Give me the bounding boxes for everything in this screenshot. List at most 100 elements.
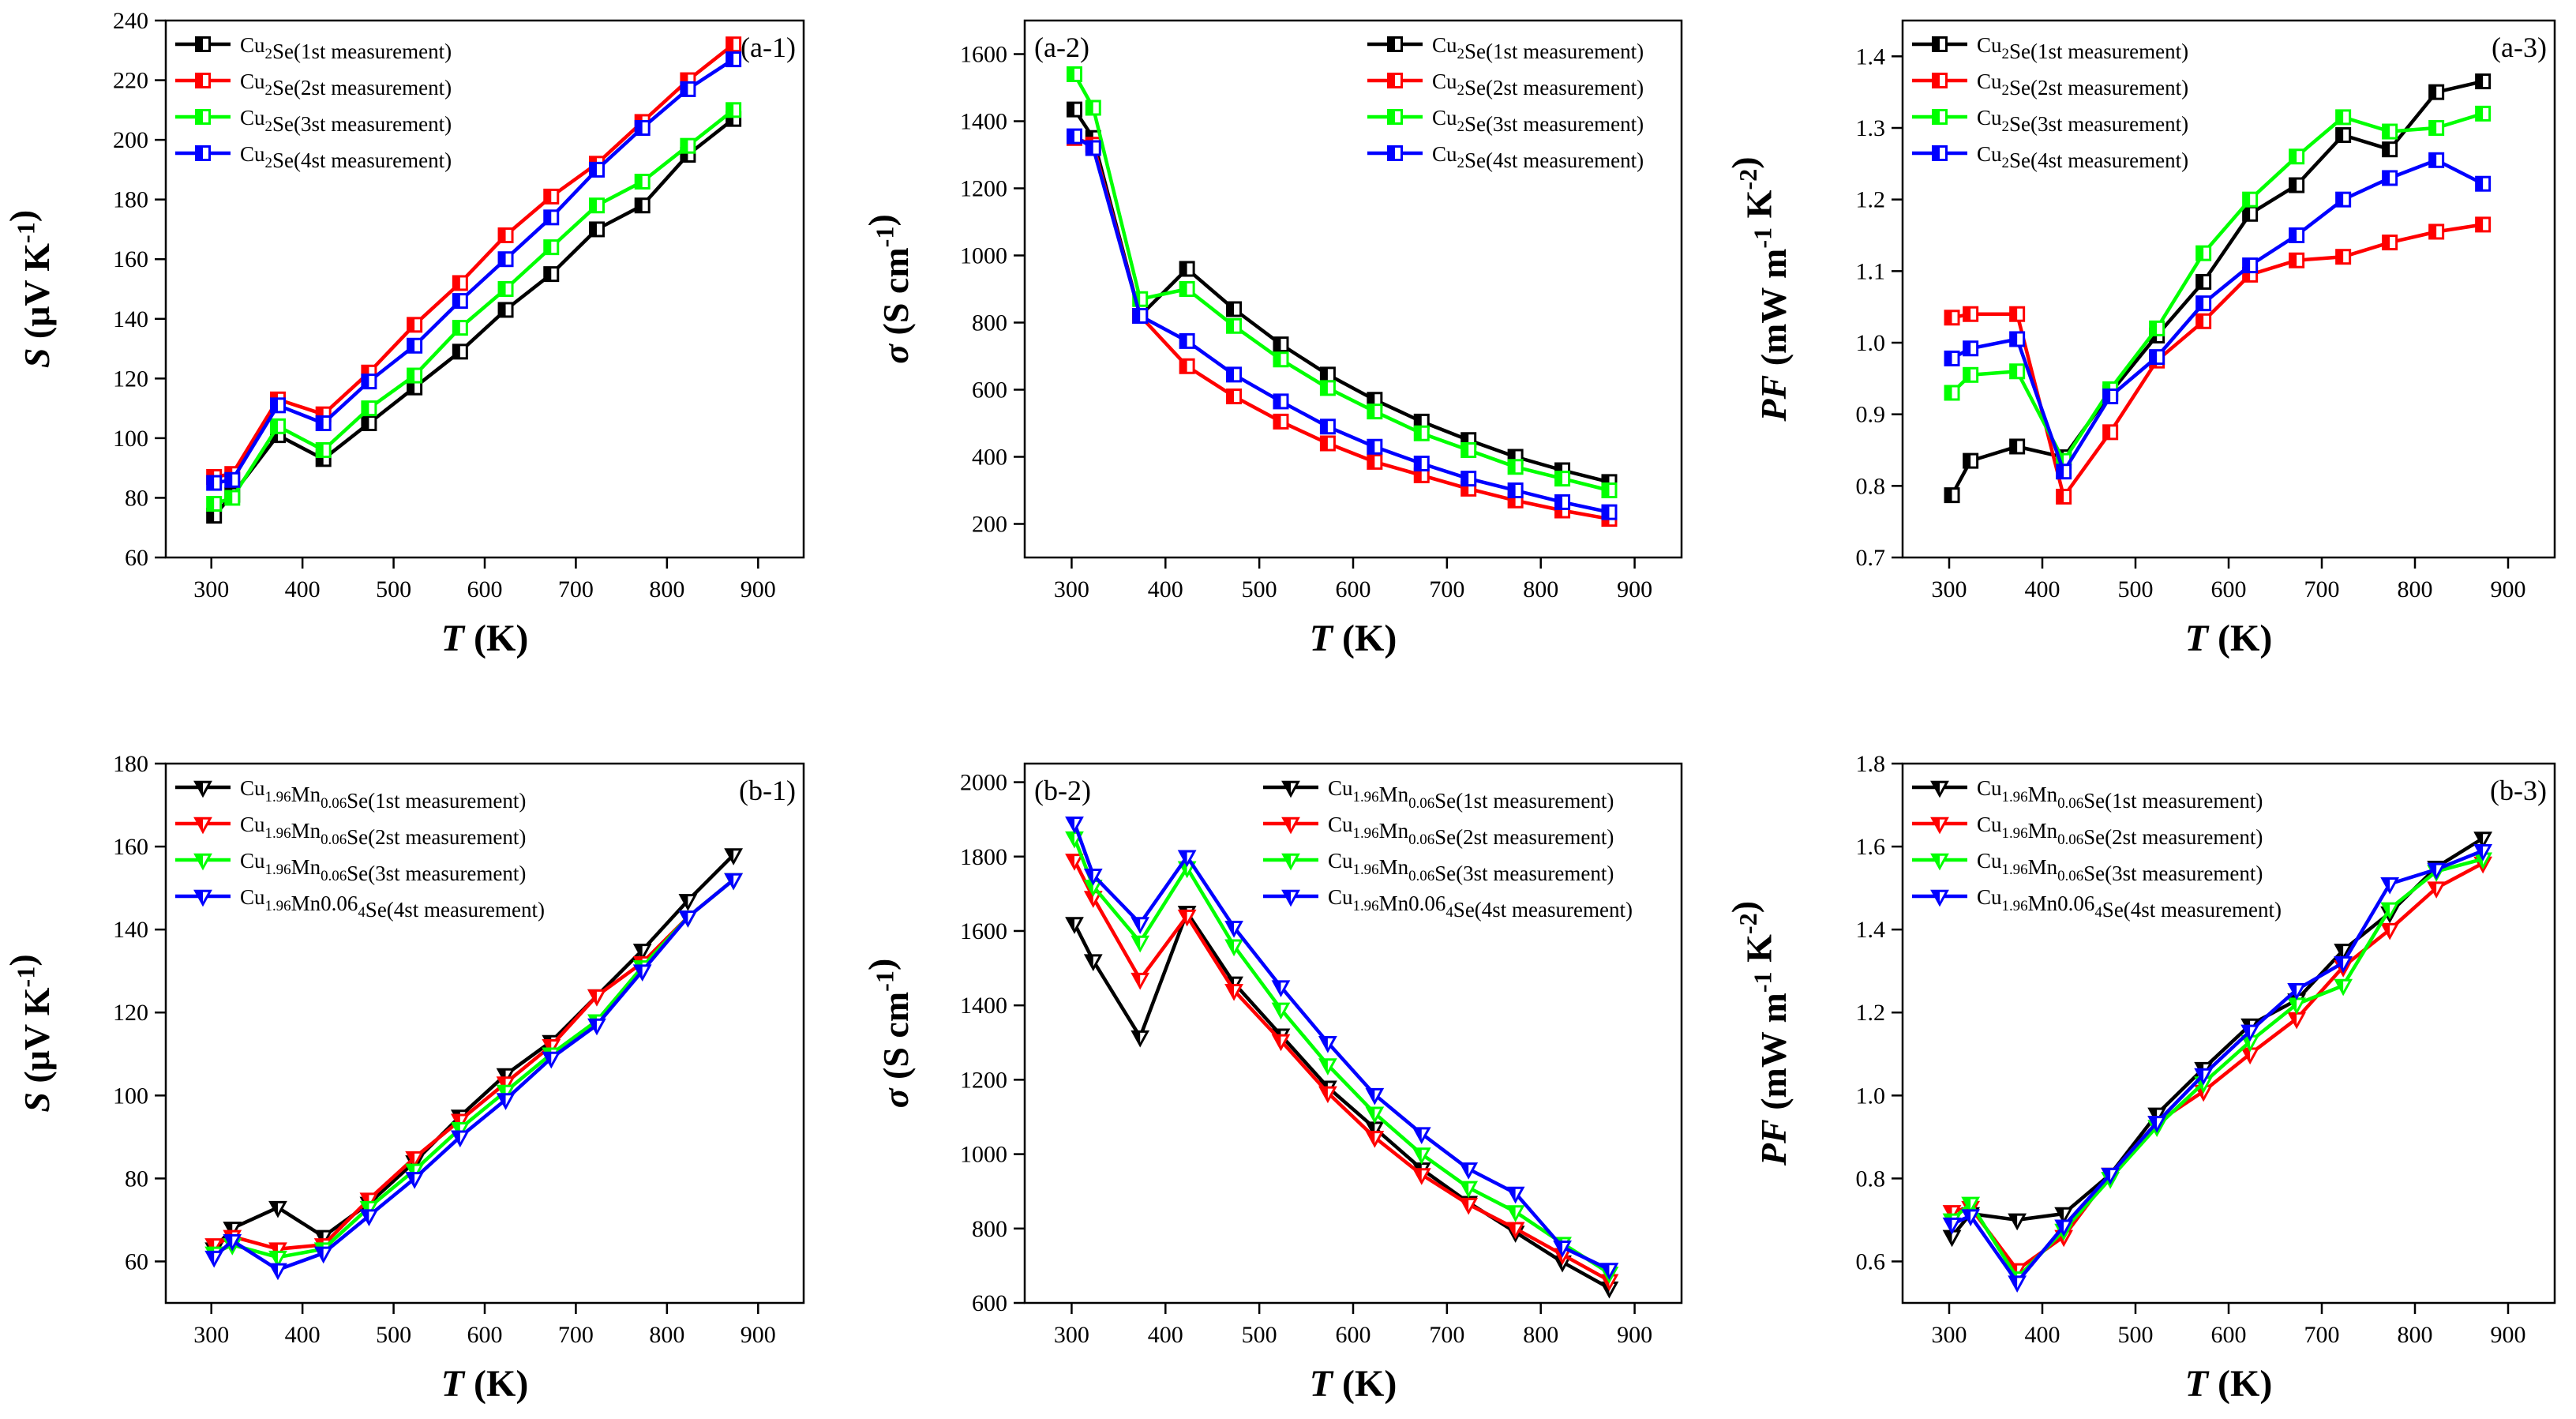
data-point-fill bbox=[2336, 250, 2344, 264]
data-point-fill bbox=[362, 1210, 369, 1224]
y-tick-label: 60 bbox=[125, 545, 148, 571]
y-tick-label: 1800 bbox=[960, 844, 1007, 870]
data-point-fill bbox=[407, 1165, 415, 1179]
data-point-fill bbox=[2383, 142, 2390, 156]
data-point-fill bbox=[2335, 957, 2344, 971]
data-point-fill bbox=[1273, 1035, 1281, 1049]
data-point-fill bbox=[726, 52, 734, 66]
legend-label: Cu2Se(2st measurement) bbox=[1432, 69, 1644, 99]
y-tick-label: 100 bbox=[113, 426, 148, 452]
panel-label: (b-3) bbox=[2490, 775, 2547, 806]
y-tick-label: 1.8 bbox=[1856, 751, 1886, 777]
data-point-fill bbox=[1944, 1231, 1952, 1245]
data-point-fill bbox=[498, 1077, 506, 1091]
legend-marker-fill bbox=[1932, 818, 1940, 832]
y-tick-label: 0.8 bbox=[1856, 473, 1886, 499]
data-point-fill bbox=[1367, 1107, 1375, 1121]
data-point-fill bbox=[1963, 368, 1971, 382]
y-tick-label: 1.6 bbox=[1856, 834, 1886, 860]
data-point-fill bbox=[2428, 882, 2437, 896]
x-tick-label: 600 bbox=[2211, 576, 2247, 603]
y-tick-label: 2000 bbox=[960, 770, 1007, 796]
data-point-fill bbox=[1509, 450, 1516, 464]
data-point-fill bbox=[681, 82, 688, 96]
x-tick-label: 800 bbox=[649, 576, 684, 603]
data-point-fill bbox=[1321, 381, 1328, 395]
data-point-fill bbox=[2009, 1214, 2018, 1229]
legend-marker-fill bbox=[1933, 146, 1940, 160]
data-point-fill bbox=[271, 419, 278, 434]
x-tick-label: 600 bbox=[2211, 1322, 2247, 1348]
data-point-fill bbox=[1945, 351, 1952, 366]
panel-label: (a-1) bbox=[741, 32, 796, 63]
data-point-fill bbox=[2289, 984, 2297, 998]
y-tick-label: 160 bbox=[113, 246, 148, 272]
legend-label: Cu2Se(1st measurement) bbox=[1432, 33, 1644, 63]
data-point-fill bbox=[1226, 922, 1235, 936]
data-point-fill bbox=[1273, 415, 1281, 429]
legend-label: Cu1.96Mn0.06Se(2st measurement) bbox=[240, 813, 526, 849]
x-tick-label: 600 bbox=[467, 1322, 503, 1348]
legend-item: Cu1.96Mn0.06Se(3st measurement) bbox=[1263, 849, 1614, 885]
data-point-fill bbox=[498, 1094, 506, 1108]
legend-marker-fill bbox=[1933, 37, 1940, 51]
y-axis-label: σ (S cm-1) bbox=[861, 959, 916, 1109]
legend-marker-fill bbox=[1933, 73, 1940, 88]
y-tick-label: 200 bbox=[113, 127, 148, 153]
x-tick-label: 700 bbox=[558, 576, 594, 603]
x-axis-label: T (K) bbox=[2185, 1363, 2273, 1405]
legend-label: Cu2Se(3st measurement) bbox=[240, 106, 452, 136]
legend-label: Cu2Se(1st measurement) bbox=[240, 33, 452, 63]
legend-label: Cu1.96Mn0.06Se(3st measurement) bbox=[1328, 849, 1614, 885]
series-line bbox=[1073, 134, 1610, 514]
data-point-fill bbox=[2010, 364, 2018, 378]
y-tick-label: 1.0 bbox=[1856, 330, 1886, 356]
x-tick-label: 400 bbox=[2025, 576, 2060, 603]
series-4 bbox=[1944, 152, 2492, 480]
legend-label: Cu2Se(2st measurement) bbox=[1977, 69, 2188, 99]
data-point-fill bbox=[1086, 101, 1093, 114]
data-point-fill bbox=[1067, 918, 1074, 932]
data-point-fill bbox=[2289, 228, 2297, 242]
y-tick-label: 140 bbox=[113, 306, 148, 332]
data-point-fill bbox=[225, 473, 233, 487]
series-3 bbox=[1066, 66, 1618, 498]
y-tick-label: 0.6 bbox=[1856, 1248, 1886, 1274]
data-point-fill bbox=[499, 228, 506, 242]
data-point-fill bbox=[2057, 464, 2064, 479]
series-line bbox=[1951, 158, 2484, 474]
data-point-fill bbox=[2382, 903, 2390, 918]
legend: Cu1.96Mn0.06Se(1st measurement)Cu1.96Mn0… bbox=[175, 776, 545, 922]
legend-marker-fill bbox=[1932, 891, 1940, 905]
data-point-fill bbox=[2149, 1117, 2158, 1131]
legend-label: Cu1.96Mn0.064Se(4st measurement) bbox=[1977, 885, 2282, 922]
data-point-fill bbox=[1273, 1004, 1281, 1018]
data-point-fill bbox=[1963, 307, 1971, 321]
legend-marker-fill bbox=[196, 110, 203, 124]
y-tick-label: 0.7 bbox=[1856, 545, 1886, 571]
data-point-fill bbox=[1414, 1148, 1422, 1162]
data-point-fill bbox=[2475, 845, 2484, 859]
legend-marker-fill bbox=[1283, 818, 1291, 832]
data-point-fill bbox=[2150, 321, 2158, 336]
y-tick-label: 400 bbox=[972, 445, 1007, 471]
data-point-fill bbox=[1067, 103, 1074, 117]
legend-label: Cu1.96Mn0.06Se(1st measurement) bbox=[1328, 776, 1614, 813]
y-axis-label: S (μV K-1) bbox=[2, 954, 57, 1112]
y-tick-label: 0.9 bbox=[1856, 402, 1886, 428]
legend-label: Cu1.96Mn0.06Se(1st measurement) bbox=[240, 776, 526, 813]
legend-label: Cu2Se(2st measurement) bbox=[240, 69, 452, 99]
data-point-fill bbox=[2057, 490, 2064, 504]
series-3 bbox=[206, 102, 742, 512]
x-tick-label: 300 bbox=[1054, 1322, 1089, 1348]
legend-label: Cu1.96Mn0.064Se(4st measurement) bbox=[240, 885, 545, 922]
data-point-fill bbox=[1415, 426, 1422, 441]
data-point-fill bbox=[1180, 334, 1187, 348]
data-point-fill bbox=[1067, 854, 1074, 869]
y-tick-label: 120 bbox=[113, 1000, 148, 1026]
data-point-fill bbox=[271, 398, 278, 412]
y-tick-label: 80 bbox=[125, 485, 148, 511]
legend: Cu1.96Mn0.06Se(1st measurement) Cu1.96Mn0… bbox=[1263, 776, 1633, 922]
series-4 bbox=[204, 873, 744, 1281]
